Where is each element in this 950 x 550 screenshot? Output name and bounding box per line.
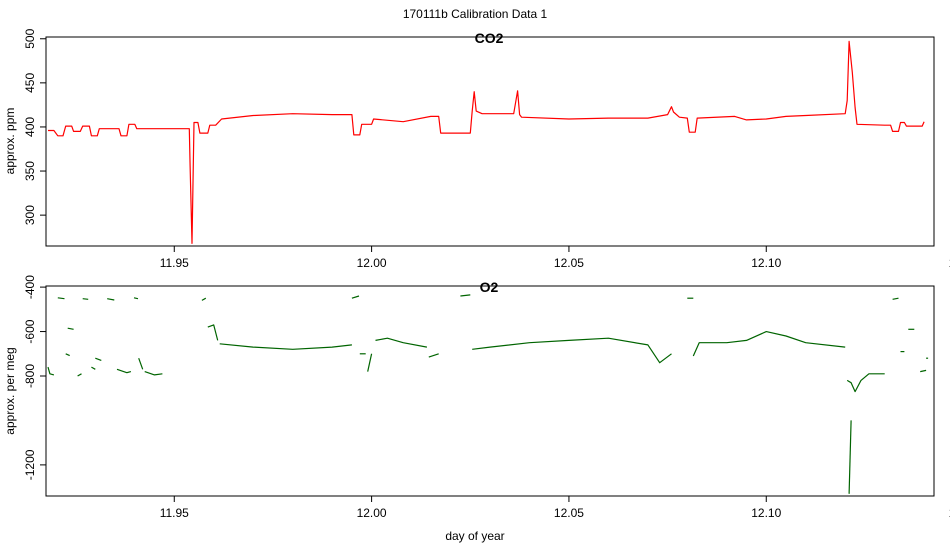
o2-series-segment bbox=[428, 353, 439, 358]
o2-series-segment bbox=[472, 337, 672, 364]
co2-axis-ticks: 11.95 12.00 12.05 12.10 12.15 300 350 400 450 500 bbox=[23, 28, 950, 270]
o2-panel: O2 11.95 12.00 12.05 12.10 12.15 -400 -600 -800… bbox=[3, 275, 950, 543]
co2-panel: CO2 11.95 12.00 12.05 12.10 12.15 300 350 400 45… bbox=[3, 28, 950, 270]
o2-series-segment bbox=[77, 373, 82, 377]
o2-series-segment bbox=[892, 297, 899, 300]
co2-plot-frame bbox=[45, 36, 935, 247]
o2-series-segment bbox=[219, 343, 352, 350]
o2-series-segment bbox=[144, 371, 163, 376]
co2-series-line bbox=[48, 40, 925, 244]
o2-series-segment bbox=[57, 297, 65, 300]
o2-y-tick-label: -1200 bbox=[23, 449, 37, 480]
o2-series-segment bbox=[133, 297, 139, 300]
o2-plot-frame bbox=[45, 285, 935, 497]
o2-x-tick-label: 11.95 bbox=[160, 506, 189, 520]
co2-x-tick-label: 11.95 bbox=[160, 256, 189, 270]
figure-title: 170111b Calibration Data 1 bbox=[403, 7, 548, 21]
o2-x-axis-label: day of year bbox=[445, 529, 504, 543]
o2-y-tick-label: -800 bbox=[23, 364, 37, 388]
o2-series-segment bbox=[207, 324, 219, 341]
o2-series-segment bbox=[846, 373, 885, 393]
o2-series-segment bbox=[920, 369, 927, 373]
o2-series-segment bbox=[107, 298, 115, 301]
o2-x-tick-label: 12.15 bbox=[949, 506, 950, 520]
o2-series-segment bbox=[367, 353, 373, 372]
co2-y-tick-label: 500 bbox=[23, 28, 37, 48]
o2-series-segment bbox=[375, 337, 428, 348]
co2-y-tick-label: 350 bbox=[23, 161, 37, 181]
co2-x-tick-label: 12.00 bbox=[357, 256, 387, 270]
co2-x-tick-label: 12.15 bbox=[949, 256, 950, 270]
o2-y-tick-label: -600 bbox=[23, 319, 37, 343]
o2-series-segment bbox=[201, 297, 207, 301]
o2-y-axis-label: approx. per meg bbox=[3, 347, 17, 434]
o2-x-tick-label: 12.00 bbox=[357, 506, 387, 520]
o2-series-segment bbox=[692, 331, 846, 357]
co2-y-tick-label: 400 bbox=[23, 117, 37, 137]
o2-axis-ticks: 11.95 12.00 12.05 12.10 12.15 -400 -600 -800 -12… bbox=[23, 275, 950, 520]
o2-series-segment bbox=[460, 294, 471, 297]
o2-series-segment bbox=[67, 327, 74, 330]
o2-series-segment bbox=[848, 420, 852, 494]
o2-series-segment bbox=[91, 366, 96, 370]
o2-x-tick-label: 12.05 bbox=[554, 506, 584, 520]
co2-x-tick-label: 12.05 bbox=[554, 256, 584, 270]
co2-series bbox=[48, 40, 925, 244]
o2-panel-title: O2 bbox=[480, 279, 499, 295]
co2-x-tick-label: 12.10 bbox=[751, 256, 781, 270]
o2-series-segment bbox=[95, 357, 102, 361]
co2-panel-title: CO2 bbox=[475, 30, 504, 46]
o2-series-segment bbox=[116, 368, 132, 374]
o2-y-tick-label: -400 bbox=[23, 275, 37, 299]
o2-series-segment bbox=[65, 353, 70, 357]
o2-series-segment bbox=[138, 357, 144, 370]
o2-series-segment bbox=[47, 366, 55, 376]
co2-y-tick-label: 450 bbox=[23, 73, 37, 93]
co2-y-axis-label: approx. ppm bbox=[3, 108, 17, 175]
o2-x-tick-label: 12.10 bbox=[751, 506, 781, 520]
o2-series bbox=[47, 294, 929, 494]
o2-series-segment bbox=[82, 298, 89, 300]
o2-series-segment bbox=[351, 295, 360, 299]
co2-y-tick-label: 300 bbox=[23, 205, 37, 225]
